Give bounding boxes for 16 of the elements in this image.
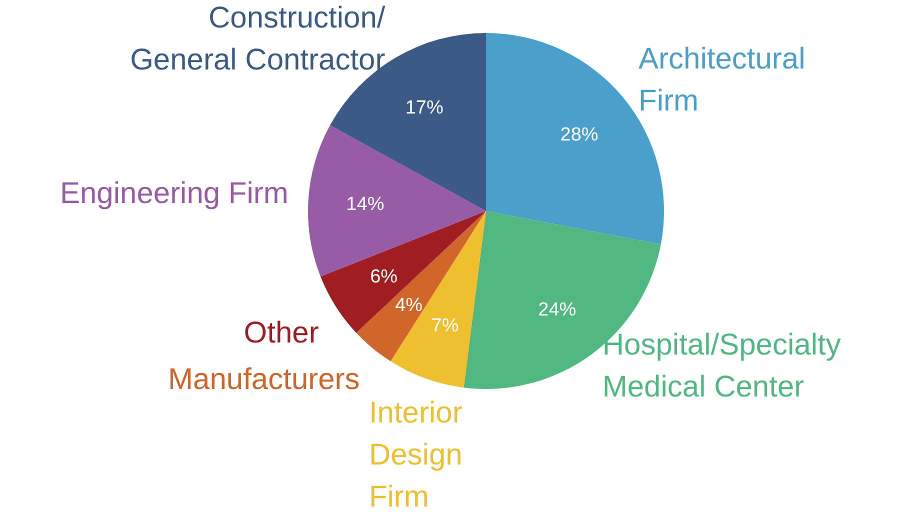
slice-label: Architectural Firm bbox=[638, 42, 806, 118]
slice-label: Interior Design Firm bbox=[368, 396, 462, 514]
pie-slice bbox=[320, 211, 486, 333]
slice-label: Construction/ General Contractor bbox=[130, 2, 386, 76]
data-label: 17% bbox=[405, 97, 444, 118]
slice-label: Hospital/Specialty Medical Center bbox=[602, 328, 841, 404]
data-label: 24% bbox=[538, 300, 576, 321]
data-label: 28% bbox=[560, 124, 598, 146]
slice-label: Manufacturers bbox=[168, 363, 360, 396]
data-label: 7% bbox=[431, 316, 459, 337]
pie-slice bbox=[356, 211, 486, 362]
data-label: 6% bbox=[370, 266, 398, 288]
data-label: 4% bbox=[395, 294, 423, 316]
slice-label: Engineering Firm bbox=[60, 177, 288, 210]
data-label: 14% bbox=[346, 194, 384, 216]
slice-label: Other bbox=[244, 316, 319, 350]
